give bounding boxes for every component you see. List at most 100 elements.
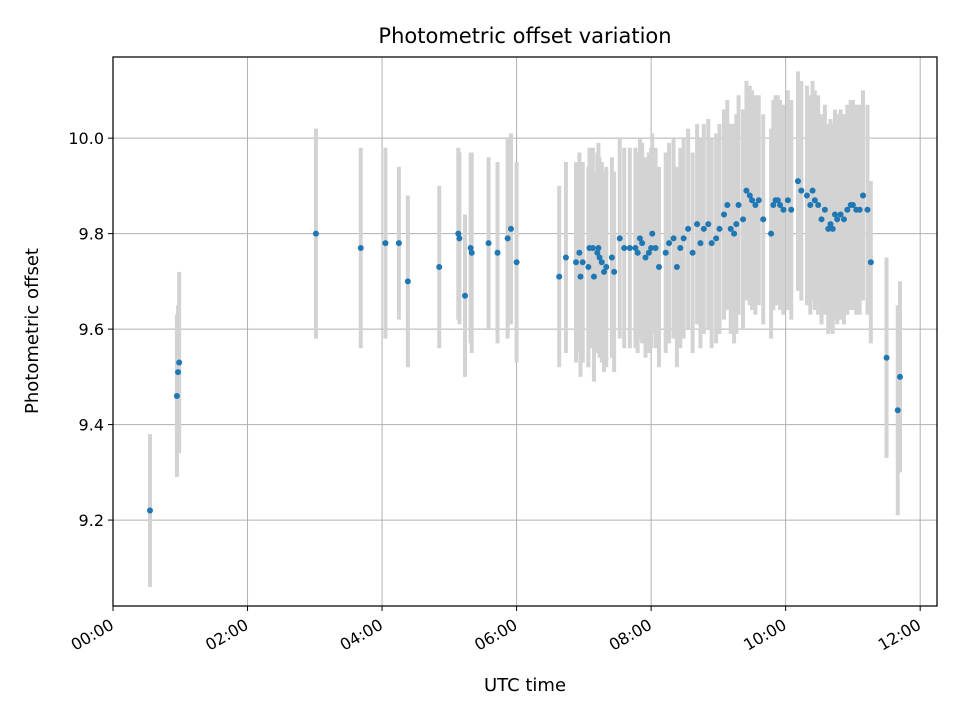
data-point — [175, 369, 182, 376]
x-tick-label: 12:00 — [875, 615, 924, 655]
data-point — [716, 225, 723, 232]
data-point — [770, 201, 777, 208]
data-point — [825, 225, 832, 232]
data-point — [594, 249, 601, 256]
data-point — [590, 273, 597, 280]
x-tick-label: 02:00 — [202, 615, 251, 655]
data-point — [562, 254, 569, 261]
x-tick-label: 06:00 — [471, 615, 520, 655]
data-point — [755, 197, 762, 204]
data-point — [655, 264, 662, 271]
data-point — [760, 216, 767, 223]
data-point — [774, 197, 781, 204]
y-tick-label: 9.2 — [79, 511, 104, 530]
data-point — [860, 192, 867, 199]
data-point — [611, 268, 618, 275]
data-point — [864, 206, 871, 213]
data-point — [603, 264, 610, 271]
data-point — [685, 225, 692, 232]
data-point — [596, 254, 603, 261]
data-point — [844, 206, 851, 213]
data-point — [577, 273, 584, 280]
data-point — [883, 354, 890, 361]
y-tick-label: 9.6 — [79, 320, 104, 339]
data-point — [677, 244, 684, 251]
data-point — [794, 178, 801, 185]
data-point — [856, 206, 863, 213]
data-point — [827, 221, 834, 228]
data-point — [821, 206, 828, 213]
data-point — [573, 259, 580, 266]
data-point — [652, 244, 659, 251]
x-tick-label: 04:00 — [337, 615, 386, 655]
data-point — [146, 507, 153, 514]
data-point — [705, 221, 712, 228]
data-point — [670, 235, 677, 242]
data-point — [494, 249, 501, 256]
data-point — [752, 201, 759, 208]
data-point — [840, 216, 847, 223]
data-point — [632, 244, 639, 251]
data-point — [395, 240, 402, 247]
data-point — [636, 235, 643, 242]
data-point — [803, 192, 810, 199]
data-point — [467, 244, 474, 251]
data-point — [727, 225, 734, 232]
data-point — [616, 235, 623, 242]
data-point — [731, 230, 738, 237]
data-point — [462, 292, 469, 299]
x-axis-label: UTC time — [484, 675, 566, 696]
data-point — [621, 244, 628, 251]
y-tick-label: 9.4 — [79, 416, 104, 435]
data-point — [897, 373, 904, 380]
data-point — [815, 201, 822, 208]
data-point — [811, 197, 818, 204]
data-point — [777, 201, 784, 208]
data-point — [645, 249, 652, 256]
data-point — [576, 249, 583, 256]
data-point — [585, 264, 592, 271]
data-point — [735, 201, 742, 208]
data-point — [579, 259, 586, 266]
chart-title: Photometric offset variation — [378, 24, 671, 48]
data-point — [601, 268, 608, 275]
data-point — [849, 201, 856, 208]
data-point — [768, 230, 775, 237]
data-point — [746, 192, 753, 199]
data-point — [788, 206, 795, 213]
data-point — [666, 240, 673, 247]
data-point — [648, 244, 655, 251]
data-point — [634, 249, 641, 256]
data-point — [176, 359, 183, 366]
data-point — [697, 240, 704, 247]
data-point — [689, 249, 696, 256]
plot-frame — [112, 56, 938, 607]
data-point — [798, 187, 805, 194]
data-point — [673, 264, 680, 271]
data-point — [662, 249, 669, 256]
data-point — [708, 240, 715, 247]
data-point — [694, 221, 701, 228]
data-point — [807, 201, 814, 208]
data-point — [784, 197, 791, 204]
data-point — [556, 273, 563, 280]
data-point — [733, 221, 740, 228]
data-point — [455, 230, 462, 237]
data-point — [780, 206, 787, 213]
x-axis-ticks: 00:00 02:00 04:00 06:00 08:00 10:00 12:00 — [68, 606, 924, 655]
data-point — [740, 216, 747, 223]
data-point — [589, 244, 596, 251]
y-tick-label: 9.8 — [79, 225, 104, 244]
data-points — [146, 178, 904, 514]
data-point — [504, 235, 511, 242]
data-point — [312, 230, 319, 237]
data-point — [829, 225, 836, 232]
data-point — [507, 225, 514, 232]
y-axis-label: Photometric offset — [22, 248, 43, 414]
data-point — [513, 259, 520, 266]
data-point — [867, 259, 874, 266]
data-point — [173, 392, 180, 399]
x-tick-label: 10:00 — [740, 615, 789, 655]
data-point — [809, 187, 816, 194]
data-point — [837, 211, 844, 218]
